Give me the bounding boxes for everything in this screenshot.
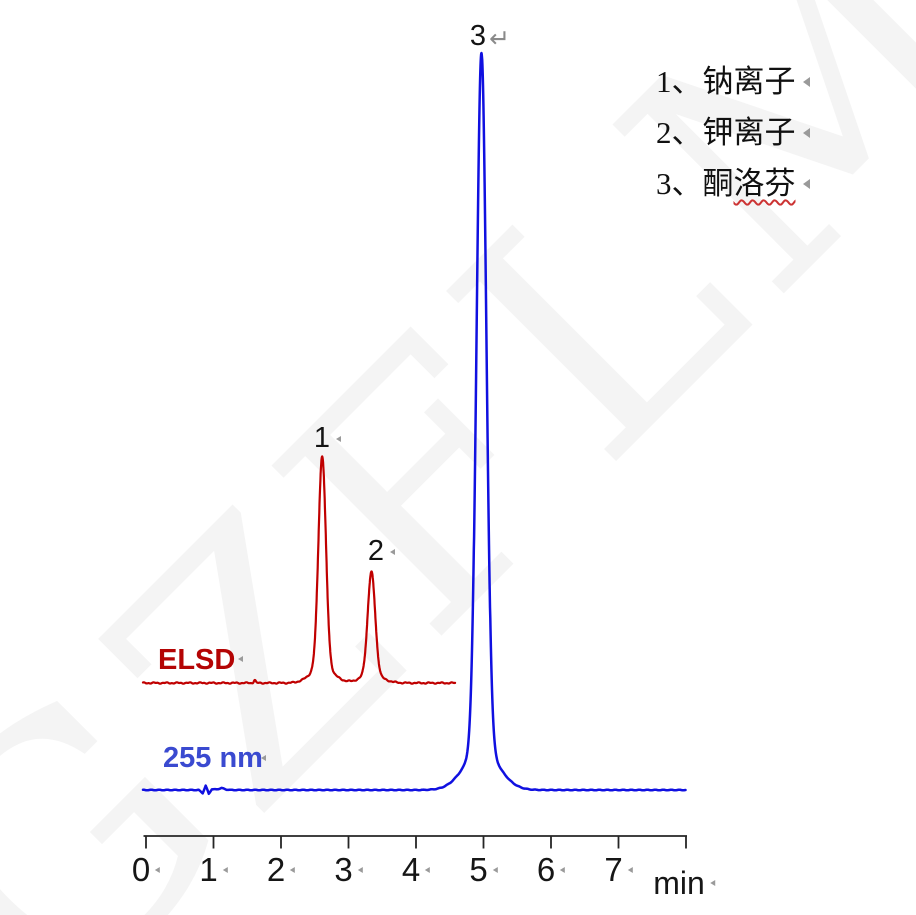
- text-end-mark-icon: [261, 755, 266, 761]
- peak-label-3: 3: [469, 20, 487, 52]
- legend: 1、钠离子 2、钾离子 3、酮 洛芬: [656, 62, 810, 215]
- return-mark-icon: ↵: [489, 24, 510, 53]
- x-tick-text: 3: [334, 851, 353, 888]
- text-end-mark-icon: [709, 880, 715, 886]
- text-end-mark-icon: [390, 549, 395, 555]
- x-tick-label: 1: [199, 851, 228, 888]
- text-end-mark-icon: [238, 656, 243, 662]
- text-end-mark-icon: [357, 866, 363, 873]
- text-end-mark-icon: [627, 866, 633, 873]
- uv-255nm-label: 255 nm: [163, 742, 263, 774]
- x-tick-text: 7: [604, 851, 623, 888]
- legend-item-text: 1、钠离子: [656, 64, 796, 99]
- x-tick-text: 1: [199, 851, 218, 888]
- text-end-mark-icon: [802, 77, 810, 88]
- legend-item: 1、钠离子: [656, 62, 810, 103]
- peak-label-2: 2: [367, 535, 385, 567]
- peak-label-1: 1: [313, 422, 331, 454]
- text-end-mark-icon: [802, 179, 810, 190]
- elsd-trace: [141, 455, 457, 685]
- x-tick-text: 4: [401, 851, 421, 888]
- uv-trace: [141, 51, 687, 796]
- text-end-mark-icon: [492, 866, 498, 873]
- text-end-mark-icon: [290, 866, 296, 873]
- x-tick-label: 2: [266, 851, 296, 888]
- x-tick-text: 6: [536, 851, 556, 888]
- legend-item-misspell-text: 洛芬: [733, 165, 796, 201]
- x-axis-unit-text: min: [653, 865, 705, 901]
- x-tick-label: 7: [604, 851, 633, 888]
- x-tick-text: 2: [266, 851, 286, 888]
- text-end-mark-icon: [425, 866, 431, 873]
- text-end-mark-icon: [155, 866, 161, 873]
- x-tick-label: 5: [469, 851, 498, 888]
- x-tick-label: 0: [131, 851, 161, 888]
- x-tick-label: 3: [334, 851, 363, 888]
- legend-item: 2、钾离子: [656, 113, 810, 154]
- elsd-label: ELSD: [158, 644, 236, 676]
- x-tick-label: 4: [401, 851, 431, 888]
- x-axis: [143, 835, 687, 849]
- legend-item: 3、酮 洛芬: [656, 164, 810, 205]
- text-end-mark-icon: [802, 128, 810, 139]
- x-axis-unit-label: min: [653, 867, 715, 899]
- x-tick-text: 5: [469, 851, 488, 888]
- legend-item-text: 3、酮: [656, 165, 734, 201]
- x-tick-text: 0: [131, 851, 151, 888]
- legend-item-text: 2、钾离子: [656, 114, 796, 150]
- text-end-mark-icon: [222, 866, 228, 873]
- text-end-mark-icon: [560, 866, 566, 873]
- text-end-mark-icon: [336, 436, 341, 442]
- x-tick-label: 6: [536, 851, 566, 888]
